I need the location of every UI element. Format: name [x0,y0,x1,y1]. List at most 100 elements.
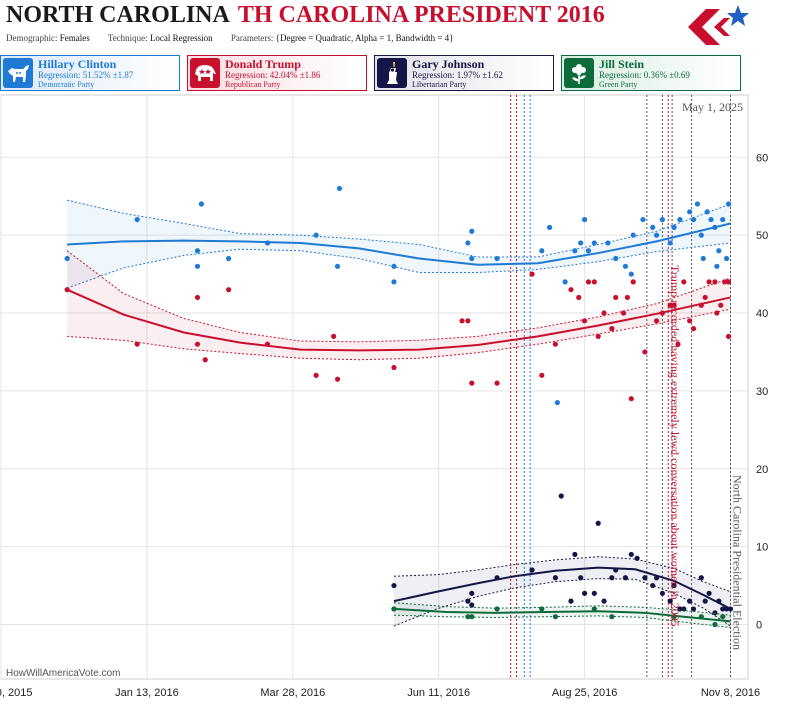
poll-point [572,551,578,558]
demographic-value: Females [59,33,90,43]
poll-point [539,372,545,378]
poll-point [202,357,208,363]
poll-point [725,333,732,339]
poll-point [552,575,559,581]
poll-point [391,364,397,371]
poll-point [640,216,646,223]
poll-point [706,590,712,596]
event-annotation: North Carolina Presidential Election [730,475,744,650]
poll-point [539,606,545,612]
candidate-card-johnson: Gary Johnson Regression: 1.97% ±1.62 Lib… [374,55,554,91]
poll-point [690,326,697,332]
poll-point [601,598,607,604]
poll-point [494,255,500,262]
poll-point [712,279,718,285]
poll-point [226,255,232,262]
candidate-regression: Regression: 51.52% ±1.87 [38,70,134,80]
poll-point [653,232,660,238]
candidate-party: Libertarian Party [412,80,467,89]
poll-point [576,294,582,301]
poll-point [681,279,687,285]
poll-point [334,263,341,269]
poll-point [552,341,559,347]
poll-point [469,380,475,386]
x-tick-label: Jun 11, 2016 [407,687,470,699]
poll-point [714,310,720,316]
poll-point [313,372,319,378]
poll-point [725,279,732,285]
candidate-name: Hillary Clinton [38,57,117,71]
poll-point [605,240,611,246]
poll-point [704,209,710,215]
poll-point [591,279,597,285]
demographic-label: Demographic: [6,33,58,43]
technique-label: Technique: [107,33,148,43]
poll-point [628,396,634,402]
poll-point [613,294,619,301]
candidate-regression: Regression: 0.36% ±0.69 [599,70,690,80]
poll-point [667,598,673,604]
regression-line [66,288,731,352]
x-tick-label: Nov 8, 2016 [701,687,760,699]
poll-point [539,248,545,254]
parameters-label: Parameters: [230,33,274,43]
poll-chart: 0 10 20 30 40 50 60 Oct 30, 2015 Jan 13, 2016 Mar… [0,94,768,699]
poll-point [194,248,201,254]
poll-point [391,606,397,612]
page-subtitle: TH CAROLINA PRESIDENT 2016 [237,2,605,28]
candidate-party: Republican Party [225,80,281,89]
candidate-card-clinton: Hillary Clinton Regression: 51.52% ±1.87… [0,55,180,91]
y-tick-label: 10 [756,542,768,554]
confidence-band [393,602,731,628]
poll-point [659,310,666,316]
poll-point [667,240,673,246]
poll-point [134,216,140,223]
elephant-icon [190,58,220,88]
regression-line [67,222,731,266]
poll-point [198,201,204,207]
poll-point [714,263,720,269]
poll-point [581,216,588,223]
poll-point [628,271,634,277]
poll-point [671,582,677,589]
poll-point [578,575,584,581]
flower-icon [564,58,594,88]
candidate-name: Gary Johnson [412,57,485,71]
poll-point [724,606,730,612]
parameters-value: {Degree = Quadratic, Alpha = 1, Bandwidt… [275,33,454,43]
poll-point [558,493,564,499]
poll-point [712,621,718,628]
poll-point [622,575,629,581]
poll-point [671,224,677,230]
poll-point [687,318,693,324]
poll-point [706,279,712,285]
poll-point [724,255,730,262]
liberty-icon [377,58,407,88]
poll-point [671,614,677,620]
poll-point [628,551,634,558]
poll-point [677,216,683,223]
poll-point [465,240,471,246]
lower-bound-line [66,242,731,289]
confidence-band [67,200,731,289]
poll-point [725,201,732,207]
upper-bound-line [66,250,731,343]
poll-point [609,575,615,581]
poll-point [194,294,201,301]
poll-point [194,263,201,269]
poll-point [702,598,708,604]
poll-point [578,240,584,246]
x-tick-label: Aug 25, 2016 [552,687,617,699]
poll-point [585,248,592,254]
poll-point [609,326,615,332]
confidence-band [393,556,731,627]
x-tick-label: Mar 28, 2016 [260,687,325,699]
poll-point [630,279,636,285]
x-tick-label: Oct 30, 2015 [0,687,33,699]
poll-point [562,279,568,285]
poll-point [620,310,627,316]
poll-point [694,201,701,207]
poll-point [494,575,500,581]
candidate-name: Jill Stein [599,57,645,71]
poll-point [529,271,535,277]
